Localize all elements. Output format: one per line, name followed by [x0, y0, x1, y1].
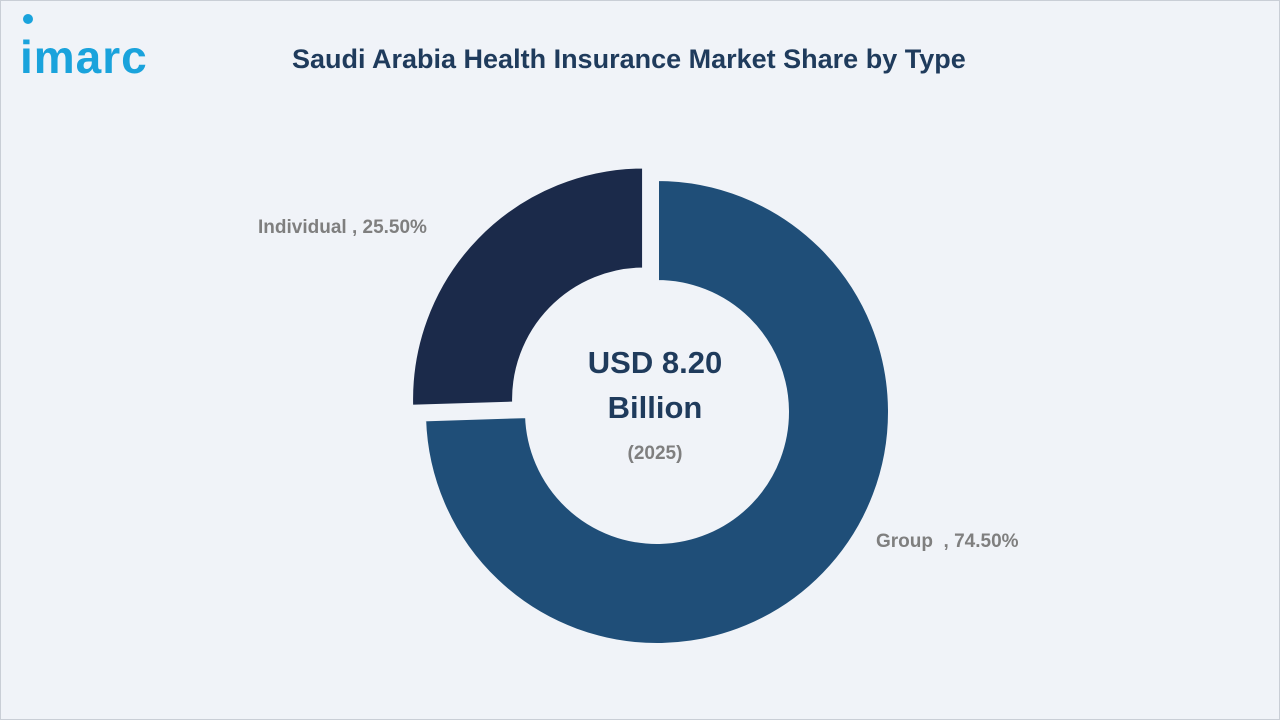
donut-slice-individual [409, 164, 647, 409]
slice-label-group: Group , 74.50% [876, 531, 1019, 552]
slice-label-individual: Individual , 25.50% [258, 217, 427, 238]
center-value-line1: USD 8.20 [588, 345, 722, 380]
center-value-line2: Billion [608, 390, 703, 425]
center-year: (2025) [628, 443, 683, 464]
imarc-logo: imarc [20, 14, 210, 84]
chart-title: Saudi Arabia Health Insurance Market Sha… [292, 44, 966, 74]
donut-slice-group [422, 176, 892, 647]
donut-slices [409, 164, 892, 647]
logo-text: imarc [20, 31, 148, 83]
logo-dot [23, 14, 33, 24]
